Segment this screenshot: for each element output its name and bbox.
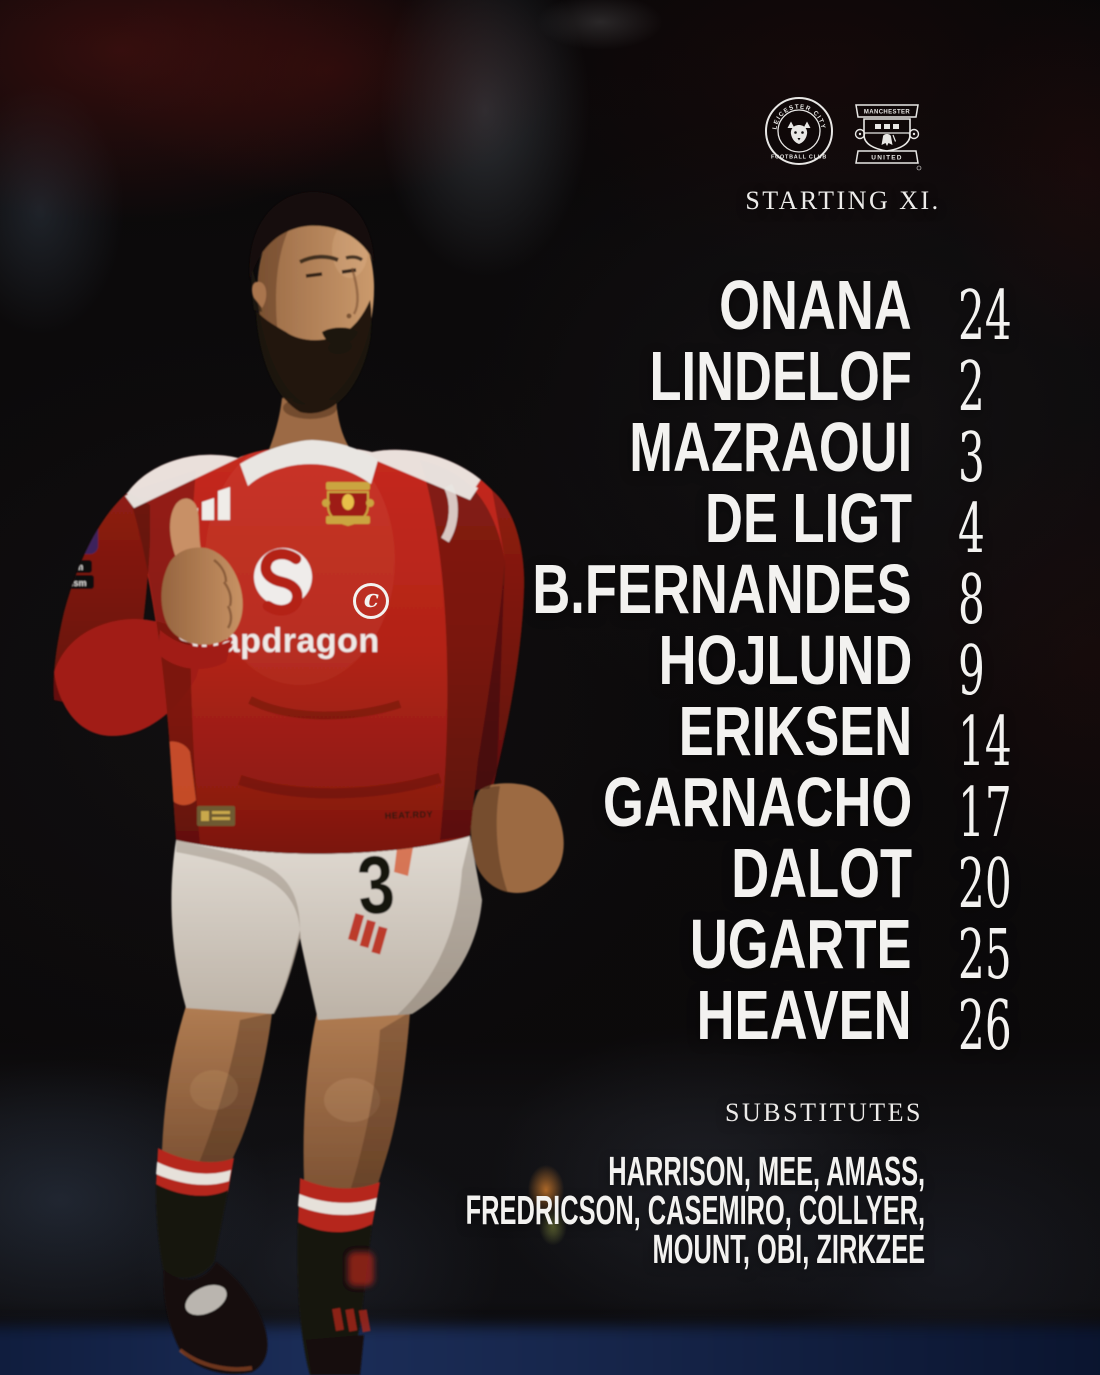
lineup-row: HOJLUND 9 [260,620,1100,706]
lineup-row: UGARTE 25 [260,904,1100,990]
captain-badge: c [353,582,390,619]
player-number: 20 [958,844,1012,924]
lineup-row: ONANA 24 [260,265,1100,351]
substitutes-line: HARRISON, MEE, AMASS, [608,1148,925,1194]
lineup-row: HEAVEN 26 [260,975,1100,1061]
shorts-adidas-stripes [348,913,388,955]
ship-icon [875,124,899,129]
jersey-crest [322,482,374,527]
player-name: HEAVEN [697,975,912,1054]
fox-head-icon [787,121,811,144]
player-number: 26 [958,986,1012,1066]
player-name: UGARTE [690,904,912,983]
svg-text:room: room [61,562,84,572]
player-left-hand [158,498,243,669]
player-name: LINDELOF [649,336,912,415]
player-name: ONANA [719,265,912,344]
leicester-city-badge: LEICESTER CITY FOOTBALL CLUB [765,97,833,165]
player-name: DALOT [731,833,912,912]
player-number: 8 [958,560,985,640]
svg-text:FOOTBALL CLUB: FOOTBALL CLUB [771,155,827,161]
player-name: GARNACHO [602,762,912,841]
substitutes-title: SUBSTITUTES [725,1098,923,1127]
registered-mark-icon [916,165,922,171]
substitutes-names: HARRISON, MEE, AMASS, FREDRICSON, CASEMIR… [465,1148,925,1272]
substitutes-line: MOUNT, OBI, ZIRKZEE [652,1226,925,1272]
lineup-row: LINDELOF 2 [260,336,1100,422]
hem-gold-label [197,806,235,826]
lineup-row: MAZRAOUI 3 [260,407,1100,493]
back-number-glimpse [441,483,458,543]
jersey-collar [240,440,378,486]
player-number: 4 [958,489,985,569]
player-number: 25 [958,915,1012,995]
svg-text:MANCHESTER: MANCHESTER [864,110,911,116]
player-beard [256,300,372,414]
shorts-crest [120,952,150,990]
manchester-united-badge: MANCHESTER UNITED [854,104,922,171]
lineup-row: DE LIGT 4 [260,478,1100,564]
player-name: B.FERNANDES [532,549,912,628]
lineup-row: GARNACHO 17 [260,762,1100,848]
player-number: 17 [958,773,1012,853]
player-legs [162,1006,410,1189]
sleeve-cuff [158,630,232,669]
player-ear [252,281,267,308]
player-number: 2 [958,347,985,427]
player-number: 24 [958,276,1012,356]
player-name: HOJLUND [658,620,912,699]
club-badges: LEICESTER CITY FOOTBALL CLUB MANCHESTER [763,95,924,173]
player-name: MAZRAOUI [629,407,912,486]
snapdragon-icon [260,548,303,616]
substitutes-line: FREDRICSON, CASEMIRO, COLLYER, [465,1187,925,1233]
lineup-row: c B.FERNANDES 8 [260,549,1100,634]
player-socks [156,1148,380,1375]
svg-text:UNITED: UNITED [871,155,902,162]
player-name: DE LIGT [704,478,912,557]
hem-orange-accent [168,741,196,806]
player-number: 14 [958,702,1012,782]
player-name: ERIKSEN [678,691,912,770]
player-hair [249,192,374,280]
page-title: STARTING XI. [745,186,941,215]
lineup-row: DALOT 20 [260,833,1100,919]
starting-xi-list: ONANA 24 LINDELOF 2 MAZRAOUI 3 DE LIGT 4 c B.FERN… [260,265,1100,1061]
substitutes-block: SUBSTITUTES HARRISON, MEE, AMASS, FREDRIC… [184,1098,925,1272]
player-number: 9 [958,631,985,711]
lineup-row: ERIKSEN 14 [260,691,1100,777]
player-number: 3 [958,418,985,498]
svg-text:racism: racism [57,578,86,588]
hem-tech-label: HEAT.RDY [385,809,434,821]
premier-league-badge [58,504,98,554]
red-devil-icon [881,134,897,146]
player-head [240,192,378,486]
